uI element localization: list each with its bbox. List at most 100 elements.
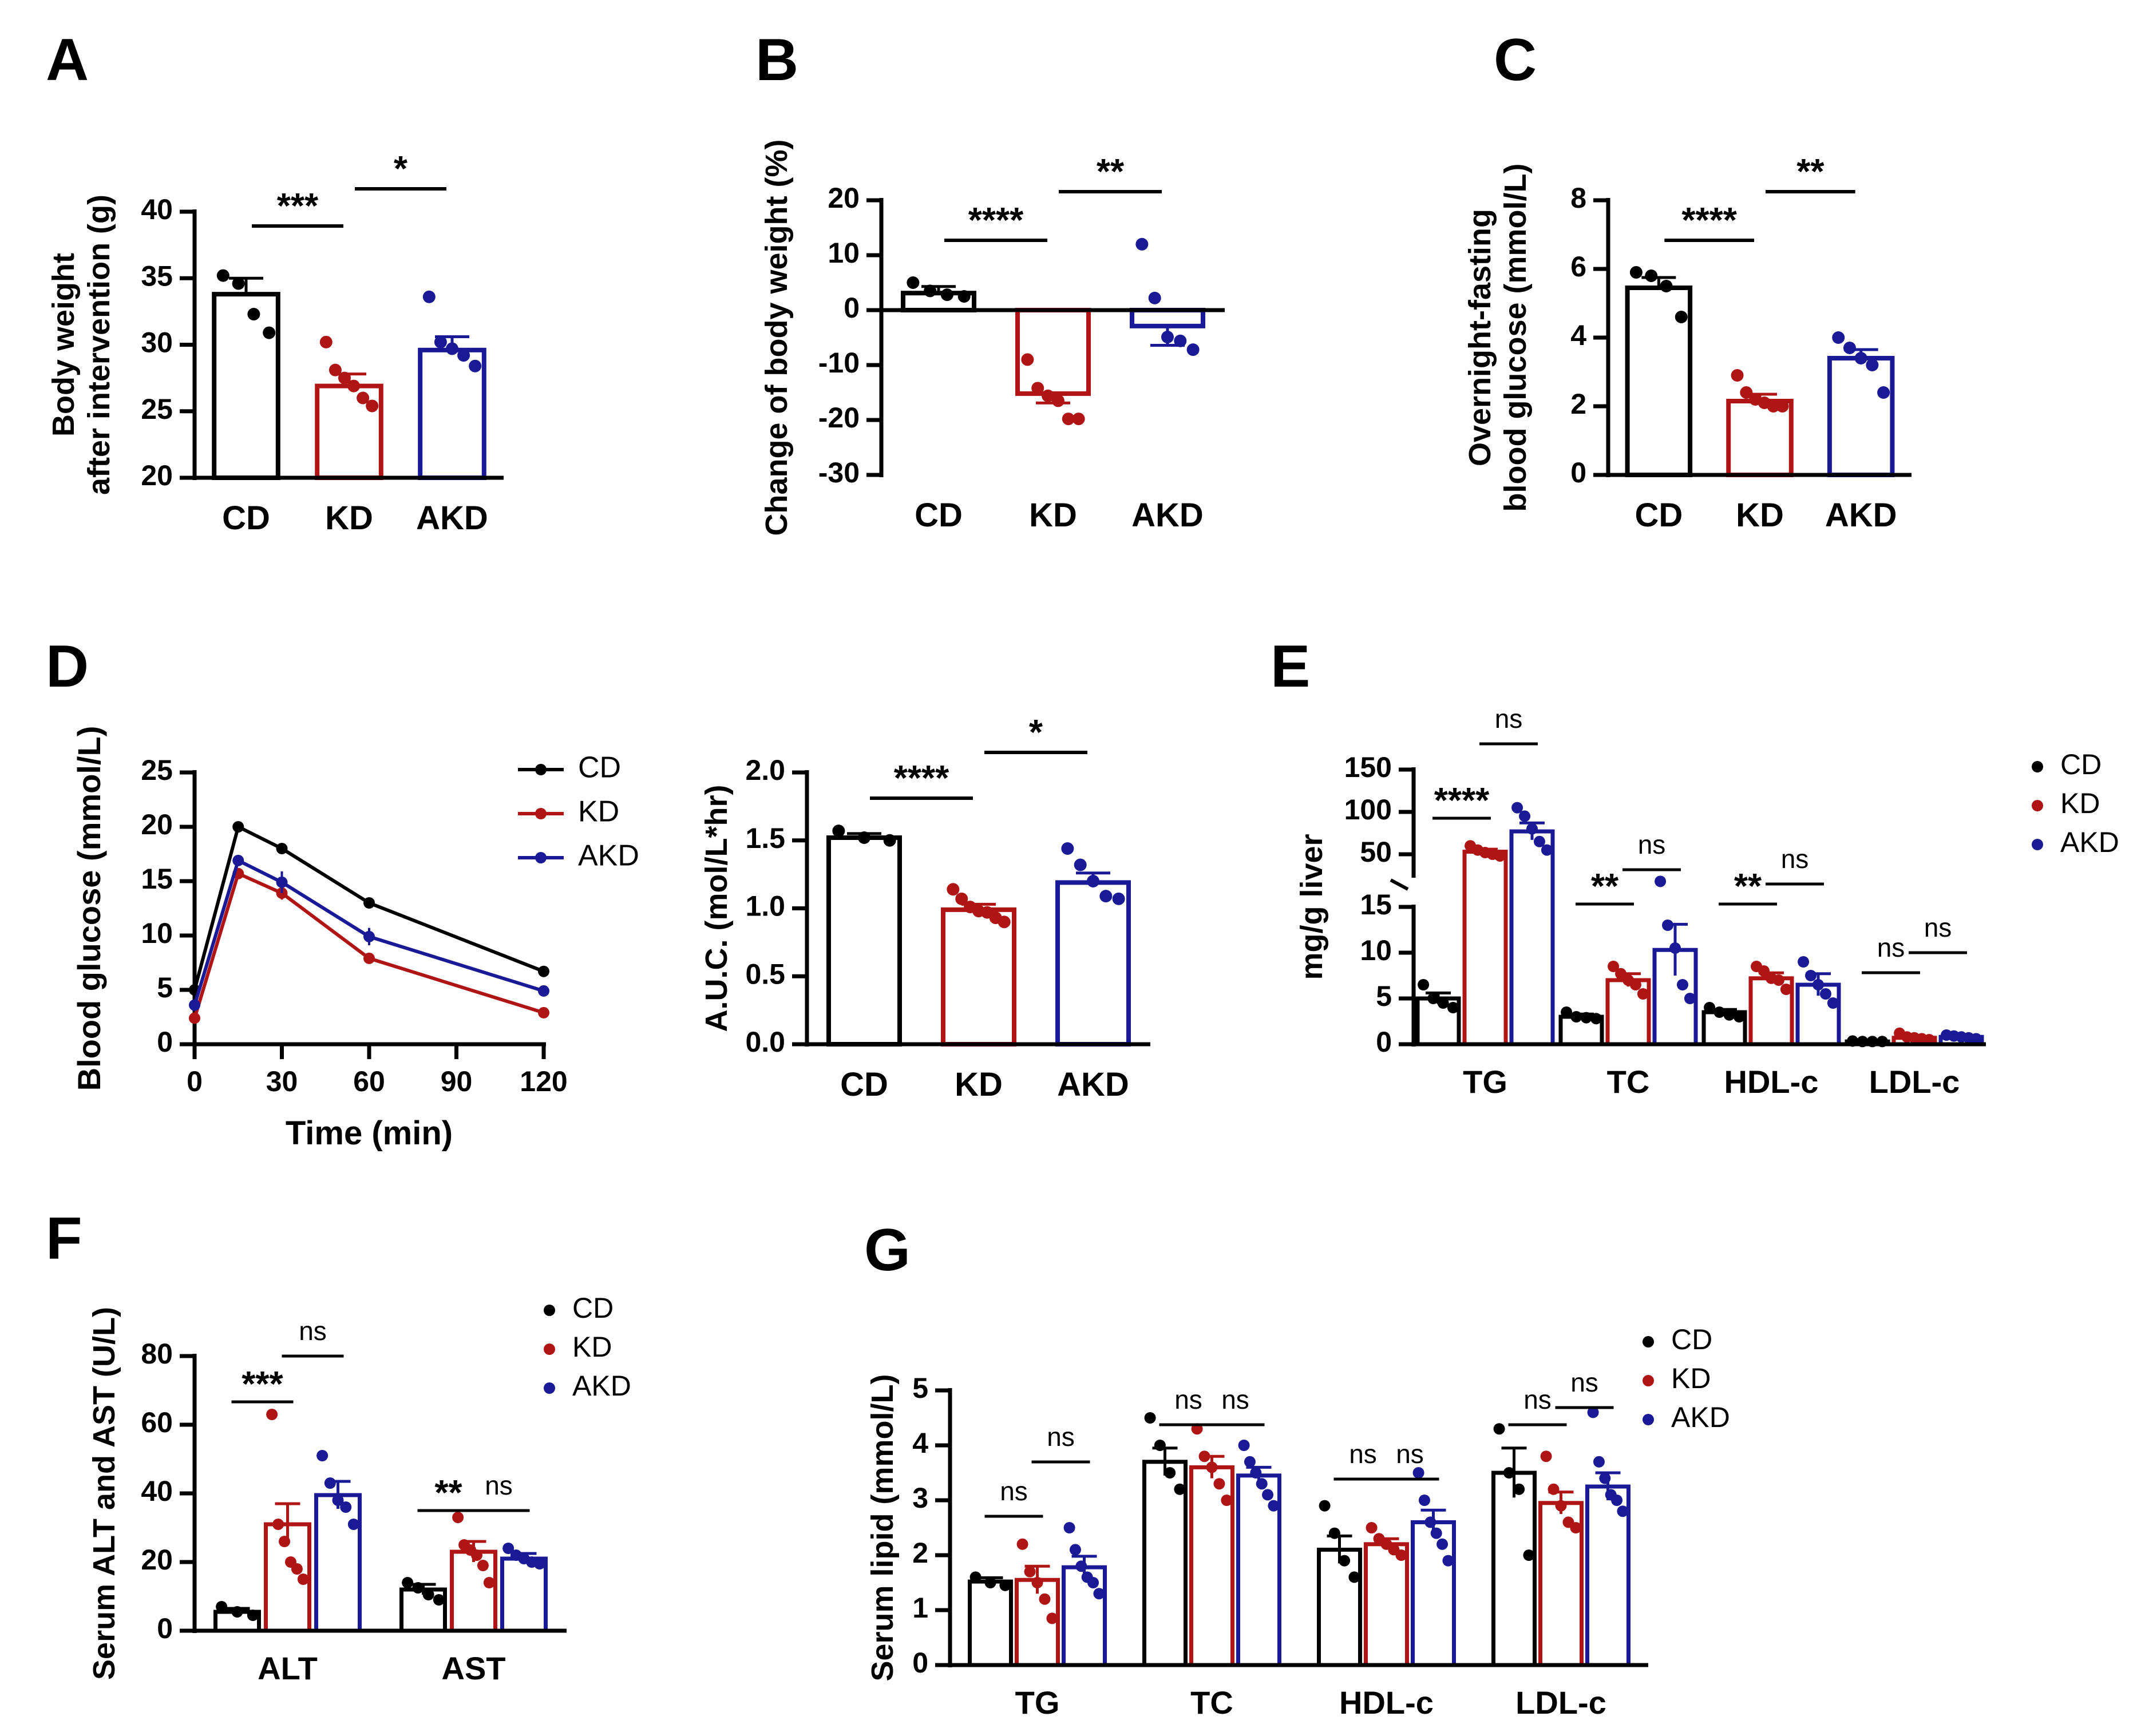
y-tick-label: 25 [141, 754, 173, 786]
data-point [366, 399, 379, 413]
data-point [247, 308, 260, 321]
x-tick-label: 120 [520, 1065, 567, 1097]
bar-cd [212, 292, 280, 481]
data-point [291, 1563, 303, 1575]
significance-label: ns [1000, 1476, 1028, 1506]
legend-label: AKD [572, 1370, 631, 1402]
data-point [1424, 1516, 1436, 1528]
data-point [1805, 970, 1817, 981]
data-point [924, 284, 937, 298]
y-tick-label: 0 [1570, 457, 1586, 489]
significance-label: ns [1495, 704, 1523, 734]
panel-letter-e: E [1271, 633, 1310, 700]
y-tick-label: 20 [141, 459, 173, 492]
x-tick-label: ALT [258, 1650, 318, 1686]
significance-label: **** [968, 201, 1024, 240]
significance-label: ns [1924, 913, 1952, 942]
data-point [316, 1450, 329, 1461]
data-point [947, 883, 960, 896]
data-point [883, 834, 896, 847]
y-tick-label: 1.5 [745, 822, 785, 854]
y-tick-label: -30 [818, 457, 860, 489]
data-point [1144, 1412, 1156, 1424]
y-tick-label: 2.0 [745, 754, 785, 786]
data-point [1503, 1467, 1515, 1479]
series-point [232, 854, 244, 866]
significance-label: ns [1570, 1368, 1598, 1397]
panel-g: TG TC HDL-c LDL-c 0 1 2 3 4 5 Serum lipid (mmol/L)… [865, 1323, 1730, 1721]
series-point [538, 965, 549, 977]
data-point [1827, 997, 1839, 1009]
data-point [433, 1594, 445, 1606]
significance-label: **** [1434, 781, 1490, 821]
y-tick-label: 8 [1570, 182, 1586, 214]
legend-marker [535, 764, 547, 775]
y-tick-label: 4 [1570, 319, 1586, 351]
data-point [1161, 331, 1174, 344]
legend-marker [2032, 761, 2043, 772]
data-point [1704, 1002, 1716, 1013]
series-point [538, 985, 549, 997]
significance-label: ** [1734, 867, 1762, 906]
data-point [1256, 1478, 1268, 1490]
significance-label: ns [1638, 830, 1666, 859]
legend-label: KD [1671, 1362, 1711, 1394]
data-point [1418, 979, 1430, 990]
x-tick-label: CD [222, 500, 270, 537]
x-tick-label: 90 [441, 1065, 473, 1097]
y-tick-label: 5 [912, 1372, 928, 1404]
data-point [998, 915, 1011, 929]
series-point [363, 952, 375, 964]
y-tick-label: 30 [141, 327, 173, 359]
data-point [477, 1560, 489, 1571]
data-point [1511, 802, 1523, 814]
data-point [483, 1577, 495, 1588]
data-point [1655, 875, 1667, 887]
data-point [324, 1477, 336, 1489]
legend-marker [1643, 1414, 1654, 1425]
data-point [1206, 1461, 1218, 1473]
x-tick-label: AKD [1825, 497, 1897, 534]
data-point [1075, 1560, 1087, 1572]
data-point [1021, 353, 1034, 366]
data-point [940, 288, 953, 302]
legend-label: CD [578, 751, 621, 784]
series-point [276, 876, 288, 888]
data-point [1074, 858, 1087, 871]
y-axis-title: mg/g liver [1295, 834, 1329, 980]
data-point [1561, 1006, 1573, 1018]
bar-kd [1015, 308, 1091, 396]
data-point [1599, 1472, 1611, 1484]
data-point [832, 825, 845, 838]
y-tick-label: 80 [141, 1338, 173, 1370]
data-point [1148, 291, 1161, 304]
data-point [338, 371, 351, 385]
bar-akd [1055, 880, 1131, 1047]
y-tick-label: 0 [844, 292, 860, 324]
data-point [1645, 269, 1658, 282]
data-point [1072, 413, 1085, 426]
data-point [470, 1549, 482, 1561]
data-point [272, 1519, 284, 1530]
data-point [1587, 1406, 1599, 1418]
y-tick-label: 60 [141, 1406, 173, 1438]
data-point [1061, 842, 1074, 855]
data-point [332, 1495, 344, 1506]
data-point [1740, 386, 1753, 399]
y-tick-label: 10 [141, 917, 173, 949]
y-tick-label: 15 [141, 863, 173, 895]
y-axis-title: Serum ALT and AST (U/L) [87, 1307, 121, 1680]
data-point [1093, 1588, 1105, 1600]
data-point [1733, 1011, 1745, 1022]
x-tick-label: LDL-c [1515, 1685, 1606, 1721]
series-point [189, 999, 200, 1011]
data-point [1866, 359, 1879, 371]
data-point [1268, 1500, 1280, 1512]
legend-label: AKD [2060, 826, 2119, 858]
data-point [1198, 1450, 1210, 1462]
legend-marker [1643, 1336, 1654, 1347]
data-point [1427, 993, 1439, 1004]
data-point [1570, 1011, 1582, 1022]
x-tick-label: CD [1635, 497, 1683, 534]
